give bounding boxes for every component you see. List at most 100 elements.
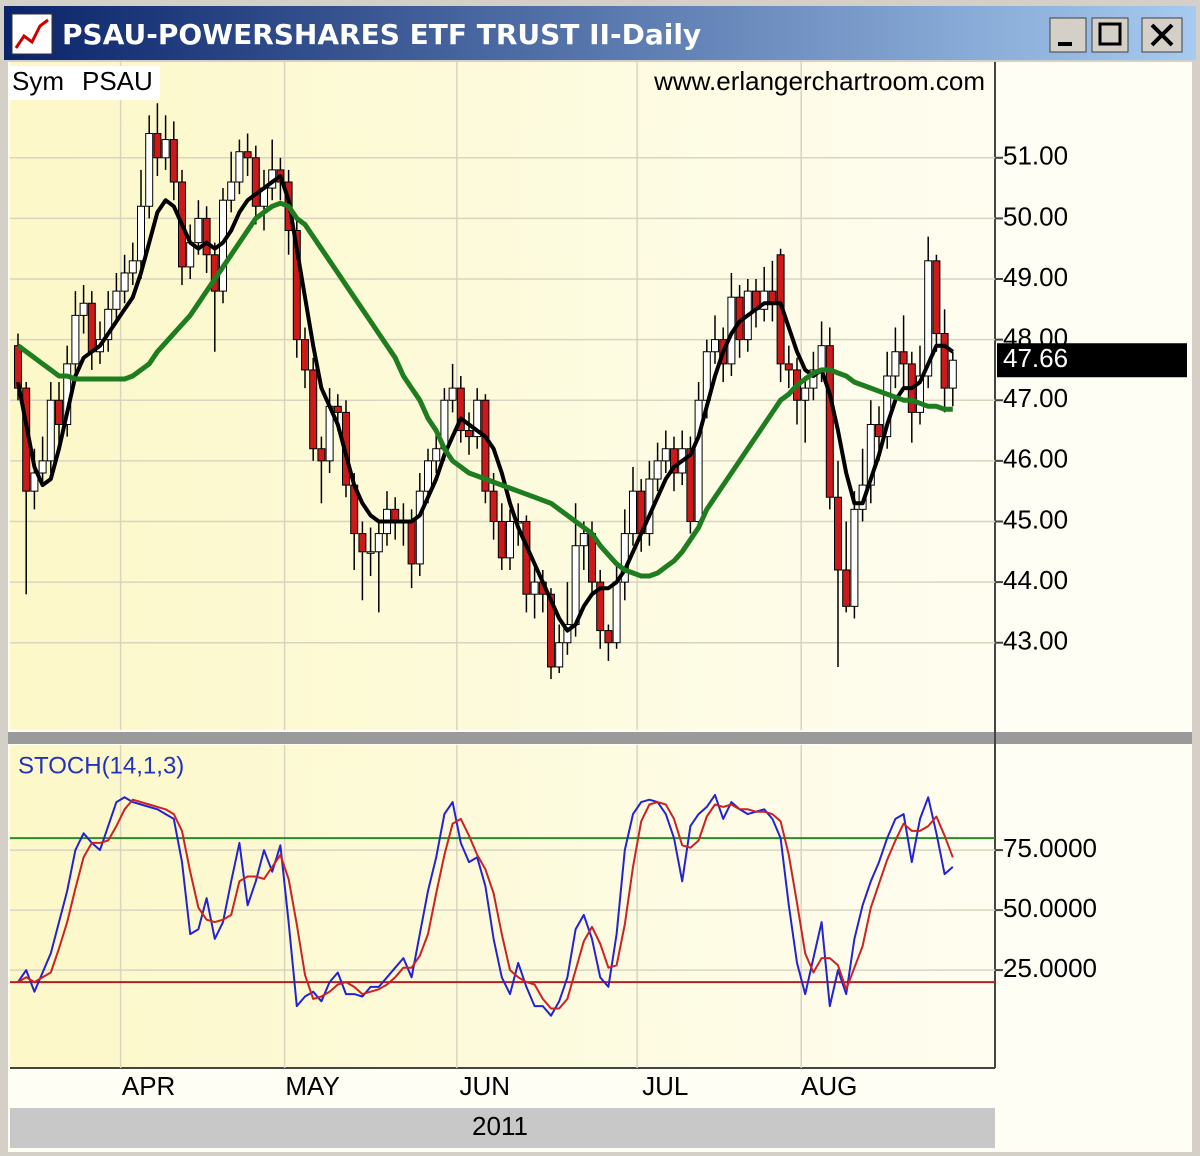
candle-body [948,359,957,389]
app-icon [11,13,53,55]
y-tick-label: 25.0000 [1003,953,1097,983]
close-button[interactable] [1141,17,1183,53]
candle-body [653,460,662,480]
candle-body [579,533,588,547]
panel-divider [8,732,1192,744]
candle-body [366,551,375,554]
y-tick-label: 49.00 [1003,262,1068,292]
y-tick-label: 44.00 [1003,565,1068,595]
candle-body [71,314,80,365]
candle-body [194,217,203,244]
candle-body [137,205,145,262]
x-tick-label: JUL [642,1071,688,1101]
candle-body [243,151,252,159]
candle-body [506,520,514,559]
candle-body [38,460,47,474]
candle-body [497,520,506,559]
candle-body [465,430,473,438]
candle-body [555,642,564,668]
candle-body [79,302,88,316]
indicator-line [17,793,954,1017]
candle-body [801,387,810,401]
candle-body [235,151,244,183]
source-text: www.erlangerchartroom.com [653,66,985,96]
candle-body [227,181,236,201]
y-tick-label: 51.00 [1003,141,1068,171]
candle-body [670,448,678,474]
last-price-box [997,343,1187,378]
y-tick-label: 75.0000 [1003,833,1097,863]
last-price-label: 47.66 [1003,343,1068,373]
symbol: PSAU [82,66,153,96]
candle-body [760,290,769,310]
y-tick-label: 47.00 [1003,383,1068,413]
candle-body [407,520,416,565]
candle-body [202,217,211,256]
candle-body [14,345,22,389]
candle-body [169,139,178,183]
candle-body [481,399,490,492]
candle-body [55,399,63,425]
candle-body [596,581,605,632]
candle-body [916,375,924,413]
candle-body [456,387,465,432]
symbol-box [10,66,160,100]
candle-body [522,520,531,595]
candle-body [473,399,482,438]
candle-body [374,533,383,553]
y-tick-label: 50.0000 [1003,893,1097,923]
candle-body [301,339,309,371]
candle-body [924,260,933,377]
x-tick-label: AUG [801,1071,857,1101]
candle-body [112,290,121,310]
candle-body [530,581,539,595]
candle-body [784,363,793,371]
candle-body [104,308,113,341]
candle-body [940,333,949,389]
stoch-plot [10,745,995,1068]
candle-body [899,351,908,365]
candle-body [661,448,670,462]
candle-body [145,133,154,207]
candle-body [883,375,892,438]
x-tick-label: JUN [460,1071,511,1101]
candle-body [629,490,637,535]
year-label: 2011 [472,1111,528,1141]
x-tick-label: MAY [285,1071,339,1101]
candle-body [489,490,498,522]
candle-body [153,133,162,159]
y-tick-label: 46.00 [1003,444,1068,474]
indicator-title: STOCH(14,1,3) [18,752,184,779]
candle-body [120,272,129,292]
moving-average [16,174,954,633]
candle-body [825,345,834,498]
candle-body [333,405,342,413]
candle-body [686,448,695,522]
y-tick-label: 45.00 [1003,504,1068,534]
candle-body [809,369,818,389]
y-tick-label: 50.00 [1003,201,1068,231]
minimize-button[interactable] [1049,17,1087,53]
candle-body [358,533,367,553]
indicator-line [17,798,954,1010]
y-tick-label: 43.00 [1003,626,1068,656]
candle-body [251,157,260,207]
candle-body [571,545,580,626]
maximize-button[interactable] [1091,17,1129,53]
candle-body [547,593,555,668]
candle-body [448,387,457,401]
candle-body [415,490,424,565]
candle-body [694,399,703,522]
candle-body [850,508,859,607]
candle-body [87,302,96,353]
candle-body [612,581,621,644]
candle-body [711,339,719,353]
window-title: PSAU-POWERSHARES ETF TRUST II-Daily [62,18,701,51]
candle-body [432,448,441,462]
year-band [10,1108,995,1148]
marks [10,103,995,1017]
candle-body [161,139,170,159]
candle-body [309,369,318,450]
candle-body [817,345,826,371]
